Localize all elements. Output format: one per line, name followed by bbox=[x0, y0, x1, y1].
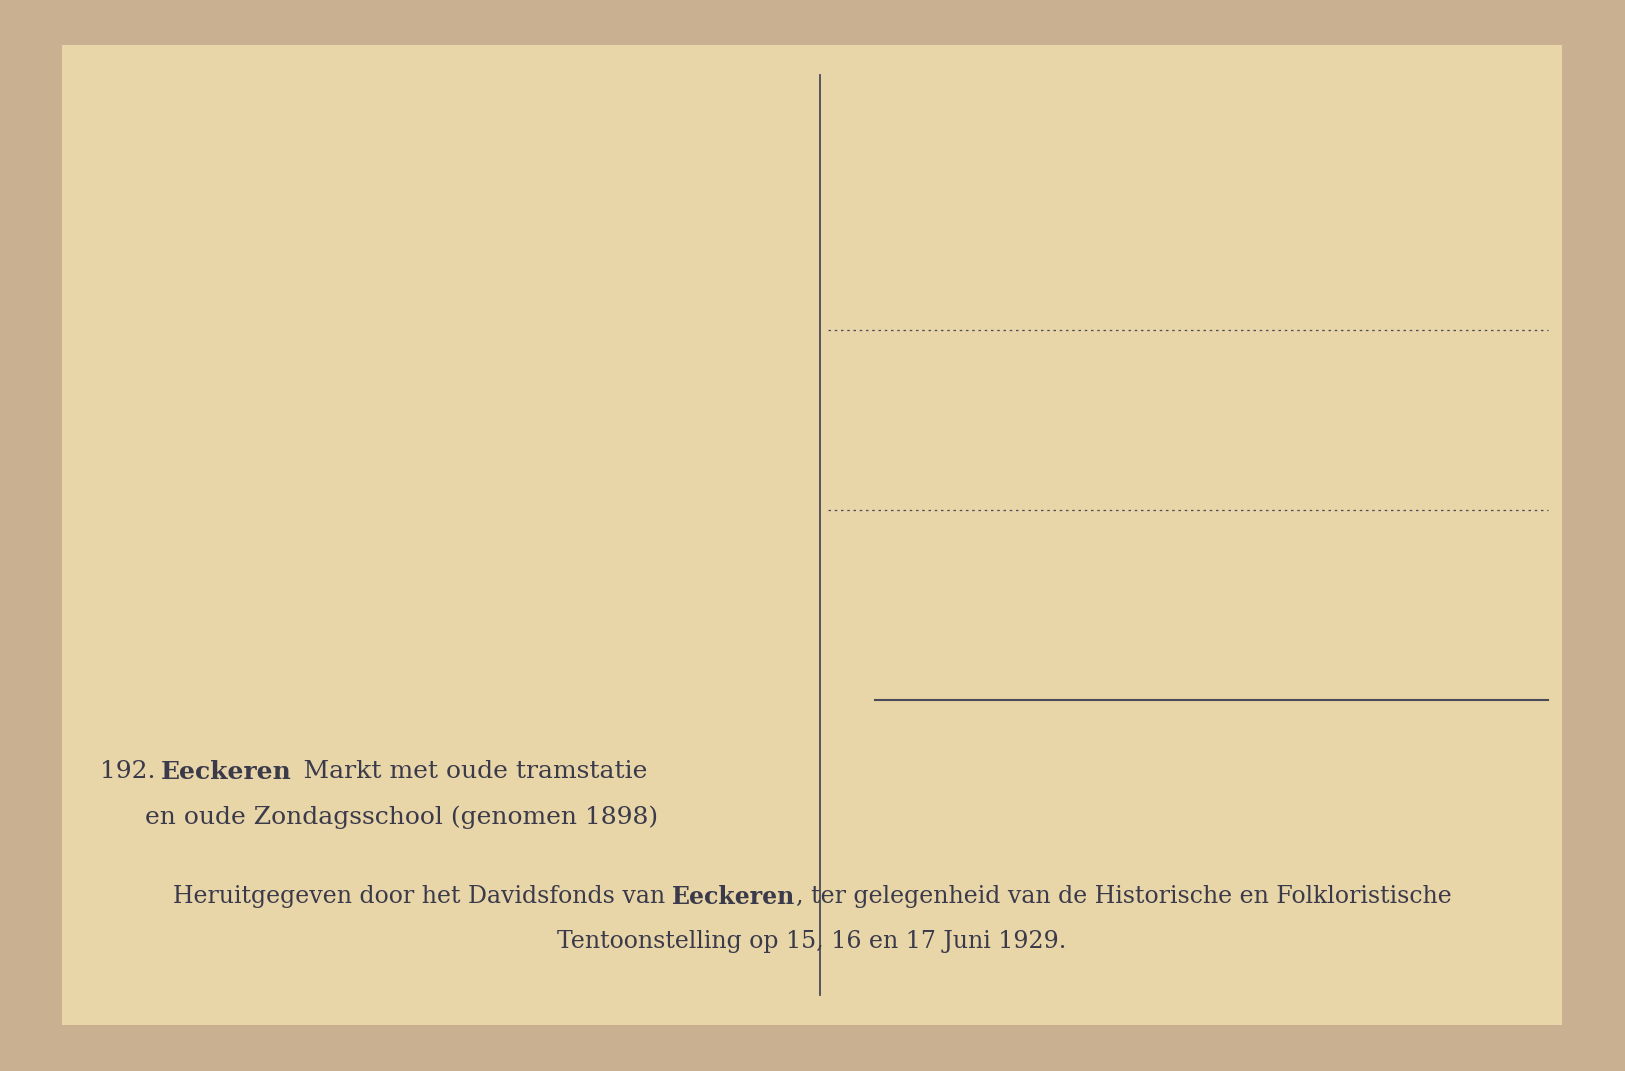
Text: Tentoonstelling op 15, 16 en 17 Juni 1929.: Tentoonstelling op 15, 16 en 17 Juni 192… bbox=[557, 930, 1066, 953]
Text: en oude Zondagsschool (genomen 1898): en oude Zondagsschool (genomen 1898) bbox=[145, 805, 658, 829]
Text: Markt met oude tramstatie: Markt met oude tramstatie bbox=[291, 760, 648, 783]
Text: Eeckeren: Eeckeren bbox=[673, 885, 796, 909]
Text: Heruitgegeven door het Davidsfonds van: Heruitgegeven door het Davidsfonds van bbox=[172, 885, 673, 908]
Text: 192.: 192. bbox=[101, 760, 161, 783]
Text: Eeckeren: Eeckeren bbox=[161, 760, 291, 784]
Text: , ter gelegenheid van de Historische en Folkloristische: , ter gelegenheid van de Historische en … bbox=[796, 885, 1451, 908]
